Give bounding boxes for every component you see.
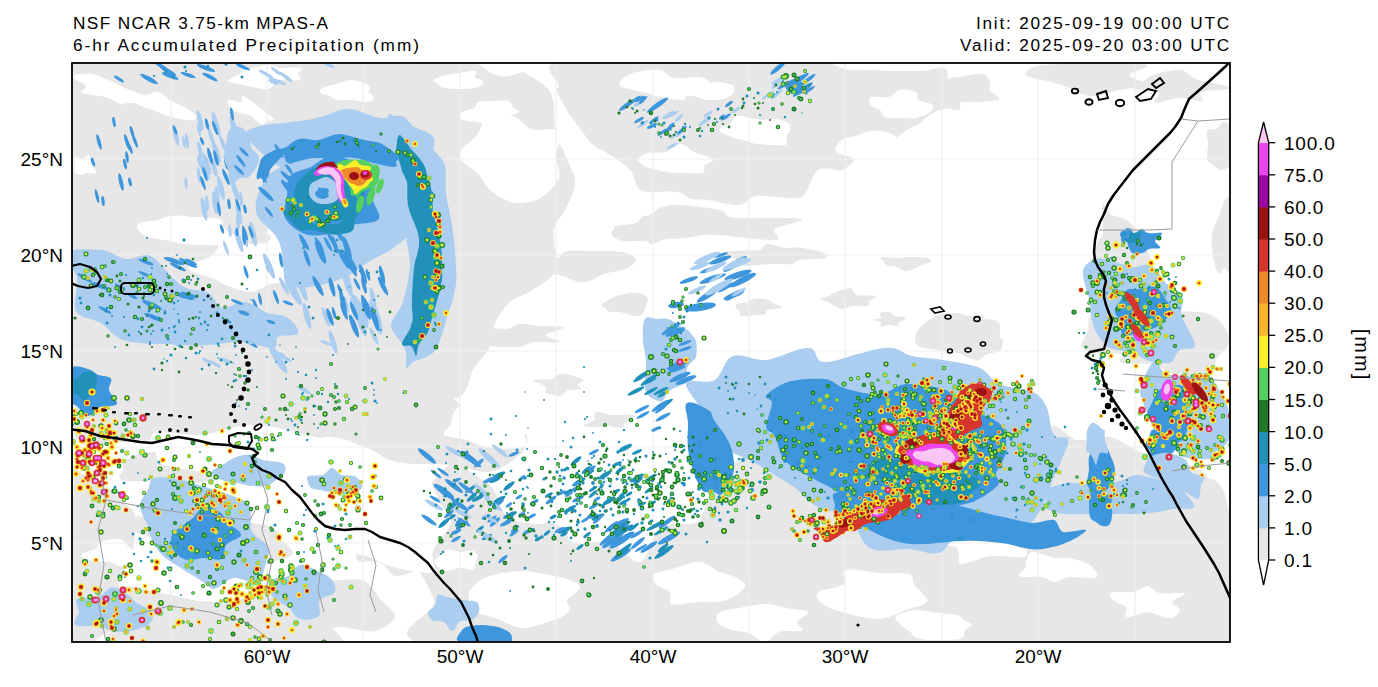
svg-text:5°N: 5°N <box>31 533 63 554</box>
svg-text:40.0: 40.0 <box>1284 261 1324 282</box>
svg-text:60°W: 60°W <box>244 646 291 667</box>
svg-text:50.0: 50.0 <box>1284 229 1324 250</box>
svg-text:6-hr Accumulated Precipitation: 6-hr Accumulated Precipitation (mm) <box>73 35 421 55</box>
svg-text:25°N: 25°N <box>21 149 63 170</box>
svg-text:15.0: 15.0 <box>1284 390 1324 411</box>
svg-text:0.1: 0.1 <box>1284 550 1313 571</box>
svg-text:20.0: 20.0 <box>1284 357 1324 378</box>
svg-text:30°W: 30°W <box>822 646 869 667</box>
svg-text:5.0: 5.0 <box>1284 454 1313 475</box>
svg-text:NSF NCAR 3.75-km MPAS-A: NSF NCAR 3.75-km MPAS-A <box>73 13 329 33</box>
svg-text:2.0: 2.0 <box>1284 486 1313 507</box>
svg-text:60.0: 60.0 <box>1284 197 1324 218</box>
svg-text:1.0: 1.0 <box>1284 518 1313 539</box>
svg-text:Valid: 2025-09-20 03:00 UTC: Valid: 2025-09-20 03:00 UTC <box>960 35 1231 55</box>
svg-text:[mm]: [mm] <box>1351 329 1373 381</box>
svg-text:15°N: 15°N <box>21 341 63 362</box>
svg-text:Init: 2025-09-19 00:00 UTC: Init: 2025-09-19 00:00 UTC <box>976 13 1231 33</box>
svg-text:100.0: 100.0 <box>1284 133 1336 154</box>
svg-text:30.0: 30.0 <box>1284 293 1324 314</box>
svg-text:20°N: 20°N <box>21 245 63 266</box>
svg-text:75.0: 75.0 <box>1284 165 1324 186</box>
svg-text:50°W: 50°W <box>437 646 484 667</box>
svg-text:20°W: 20°W <box>1015 646 1062 667</box>
svg-text:10.0: 10.0 <box>1284 422 1324 443</box>
svg-text:25.0: 25.0 <box>1284 325 1324 346</box>
svg-text:40°W: 40°W <box>630 646 677 667</box>
svg-text:10°N: 10°N <box>21 437 63 458</box>
